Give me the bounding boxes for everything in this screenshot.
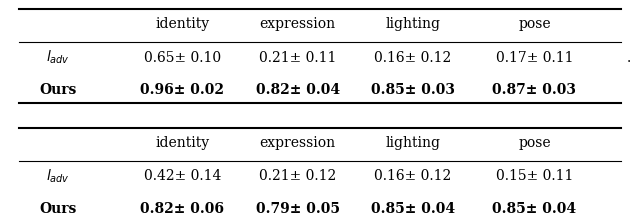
Text: 0.16± 0.12: 0.16± 0.12 — [374, 51, 451, 65]
Text: 0.65± 0.10: 0.65± 0.10 — [144, 51, 221, 65]
Text: identity: identity — [156, 17, 209, 31]
Text: 0.15± 0.11: 0.15± 0.11 — [496, 169, 573, 183]
Text: 0.85± 0.04: 0.85± 0.04 — [371, 202, 455, 216]
Text: .: . — [627, 51, 632, 65]
Text: lighting: lighting — [385, 136, 440, 150]
Text: expression: expression — [260, 136, 335, 150]
Text: 0.79± 0.05: 0.79± 0.05 — [255, 202, 340, 216]
Text: Ours: Ours — [39, 202, 76, 216]
Text: 0.21± 0.11: 0.21± 0.11 — [259, 51, 336, 65]
Text: 0.42± 0.14: 0.42± 0.14 — [144, 169, 221, 183]
Text: 0.16± 0.12: 0.16± 0.12 — [374, 169, 451, 183]
Text: expression: expression — [260, 17, 335, 31]
Text: identity: identity — [156, 136, 209, 150]
Text: $l_{adv}$: $l_{adv}$ — [45, 49, 70, 66]
Text: 0.87± 0.03: 0.87± 0.03 — [492, 83, 577, 97]
Text: 0.85± 0.04: 0.85± 0.04 — [492, 202, 577, 216]
Text: $l_{adv}$: $l_{adv}$ — [45, 168, 70, 185]
Text: Ours: Ours — [39, 83, 76, 97]
Text: 0.85± 0.03: 0.85± 0.03 — [371, 83, 455, 97]
Text: 0.17± 0.11: 0.17± 0.11 — [495, 51, 573, 65]
Text: pose: pose — [518, 17, 550, 31]
Text: lighting: lighting — [385, 17, 440, 31]
Text: 0.21± 0.12: 0.21± 0.12 — [259, 169, 336, 183]
Text: pose: pose — [518, 136, 550, 150]
Text: 0.82± 0.04: 0.82± 0.04 — [255, 83, 340, 97]
Text: 0.96± 0.02: 0.96± 0.02 — [140, 83, 225, 97]
Text: 0.82± 0.06: 0.82± 0.06 — [140, 202, 225, 216]
